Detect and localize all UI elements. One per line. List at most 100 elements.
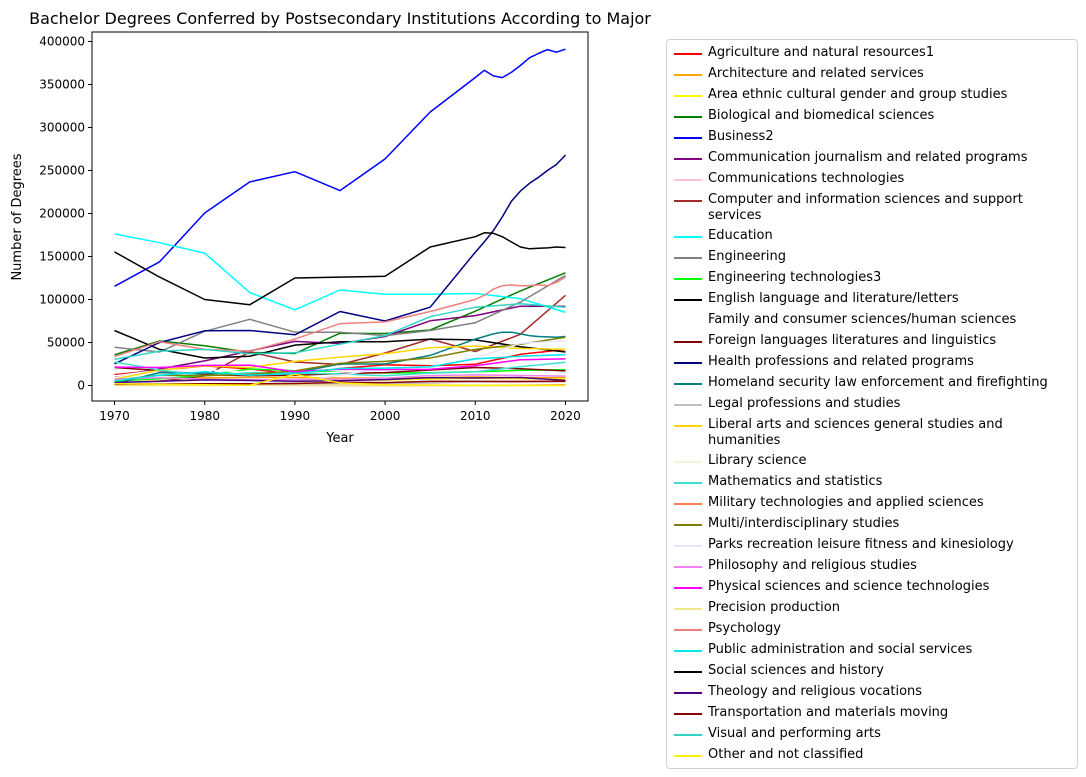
series-lines (114, 48, 567, 387)
legend-swatch-15 (674, 383, 702, 385)
legend-label-2: Area ethnic cultural gender and group st… (708, 87, 1008, 102)
legend-label-7: Computer and information sciences and su… (708, 192, 1023, 223)
legend-swatch-16 (674, 404, 702, 406)
legend-label-16: Legal professions and studies (708, 396, 901, 411)
legend-swatch-21 (674, 524, 702, 526)
legend-item-0: Agriculture and natural resources1 (667, 43, 1072, 64)
legend-label-20: Military technologies and applied scienc… (708, 495, 984, 510)
legend-item-22: Parks recreation leisure fitness and kin… (667, 535, 1072, 556)
legend-swatch-32 (674, 755, 702, 757)
legend-swatch-5 (674, 158, 702, 160)
legend-swatch-13 (674, 341, 702, 343)
legend-item-32: Other and not classified (667, 745, 1072, 766)
y-axis-ticks: 0 50000 100000 150000 200000 250000 300000 3500… (39, 34, 92, 393)
y-tick-label-4: 200000 (39, 206, 85, 220)
legend-swatch-0 (674, 53, 702, 55)
legend-label-0: Agriculture and natural resources1 (708, 45, 935, 60)
legend-label-25: Precision production (708, 600, 840, 615)
legend-item-12: Family and consumer sciences/human scien… (667, 310, 1072, 331)
legend-item-25: Precision production (667, 598, 1072, 619)
legend-label-26: Psychology (708, 621, 781, 636)
legend-label-27: Public administration and social service… (708, 642, 973, 657)
series-line-29 (114, 376, 566, 384)
legend-item-20: Military technologies and applied scienc… (667, 493, 1072, 514)
series-line-4 (114, 48, 566, 287)
x-tick-label-1: 1980 (189, 409, 220, 423)
series-line-8 (114, 233, 566, 314)
legend-swatch-18 (674, 461, 702, 463)
x-tick-label-0: 1970 (99, 409, 130, 423)
legend-label-18: Library science (708, 453, 807, 468)
legend-swatch-6 (674, 179, 702, 181)
legend-item-3: Biological and biomedical sciences (667, 106, 1072, 127)
legend-item-17: Liberal arts and sciences general studie… (667, 415, 1072, 451)
legend-label-21: Multi/interdisciplinary studies (708, 516, 900, 531)
legend-swatch-9 (674, 257, 702, 259)
legend-swatch-24 (674, 587, 702, 589)
legend-item-10: Engineering technologies3 (667, 268, 1072, 289)
series-line-14 (114, 154, 567, 365)
legend-item-28: Social sciences and history (667, 661, 1072, 682)
legend-item-9: Engineering (667, 247, 1072, 268)
legend-swatch-28 (674, 671, 702, 673)
legend-swatch-4 (674, 137, 702, 139)
x-tick-label-5: 2020 (550, 409, 581, 423)
series-line-31 (114, 303, 566, 361)
legend-item-26: Psychology (667, 619, 1072, 640)
legend-item-11: English language and literature/letters (667, 289, 1072, 310)
y-tick-label-7: 350000 (39, 77, 85, 91)
series-line-21 (114, 336, 566, 381)
legend-label-19: Mathematics and statistics (708, 474, 883, 489)
x-tick-label-4: 2010 (460, 409, 491, 423)
legend-item-27: Public administration and social service… (667, 640, 1072, 661)
legend-label-10: Engineering technologies3 (708, 270, 882, 285)
legend-swatch-11 (674, 299, 702, 301)
legend-item-29: Theology and religious vocations (667, 682, 1072, 703)
legend-label-17: Liberal arts and sciences general studie… (708, 417, 1003, 448)
legend-item-14: Health professions and related programs (667, 352, 1072, 373)
legend-label-32: Other and not classified (708, 747, 864, 762)
legend-label-4: Business2 (708, 129, 774, 144)
legend-item-31: Visual and performing arts (667, 724, 1072, 745)
legend-swatch-14 (674, 362, 702, 364)
legend-swatch-20 (674, 503, 702, 505)
series-line-27 (114, 353, 566, 382)
y-tick-label-0: 0 (77, 379, 85, 393)
series-line-23 (114, 374, 566, 381)
legend-label-13: Foreign languages literatures and lingui… (708, 333, 997, 348)
series-line-9 (114, 274, 566, 353)
legend-item-7: Computer and information sciences and su… (667, 190, 1072, 226)
legend-swatch-26 (674, 629, 702, 631)
series-line-32 (114, 373, 566, 387)
legend-label-15: Homeland security law enforcement and fi… (708, 375, 1048, 390)
legend-label-8: Education (708, 228, 773, 243)
legend-label-5: Communication journalism and related pro… (708, 150, 1028, 165)
legend-label-30: Transportation and materials moving (708, 705, 949, 720)
legend-label-6: Communications technologies (708, 171, 905, 186)
x-tick-label-3: 2000 (370, 409, 401, 423)
legend: Agriculture and natural resources1 Archit… (666, 39, 1078, 769)
legend-swatch-3 (674, 116, 702, 118)
legend-swatch-25 (674, 608, 702, 610)
legend-label-11: English language and literature/letters (708, 291, 959, 306)
legend-item-1: Architecture and related services (667, 64, 1072, 85)
x-tick-label-2: 1990 (280, 409, 311, 423)
legend-item-8: Education (667, 226, 1072, 247)
legend-item-21: Multi/interdisciplinary studies (667, 514, 1072, 535)
legend-swatch-29 (674, 692, 702, 694)
legend-swatch-7 (674, 200, 702, 202)
x-axis-label: Year (325, 431, 354, 446)
y-tick-label-8: 400000 (39, 34, 85, 48)
series-line-3 (114, 272, 566, 356)
legend-item-24: Physical sciences and science technologi… (667, 577, 1072, 598)
legend-swatch-2 (674, 95, 702, 97)
legend-item-4: Business2 (667, 127, 1072, 148)
plot-frame (91, 31, 589, 402)
y-tick-label-3: 150000 (39, 249, 85, 263)
legend-label-12: Family and consumer sciences/human scien… (708, 312, 1017, 327)
legend-label-9: Engineering (708, 249, 786, 264)
legend-swatch-30 (674, 713, 702, 715)
legend-label-31: Visual and performing arts (708, 726, 881, 741)
series-line-12 (114, 363, 566, 377)
